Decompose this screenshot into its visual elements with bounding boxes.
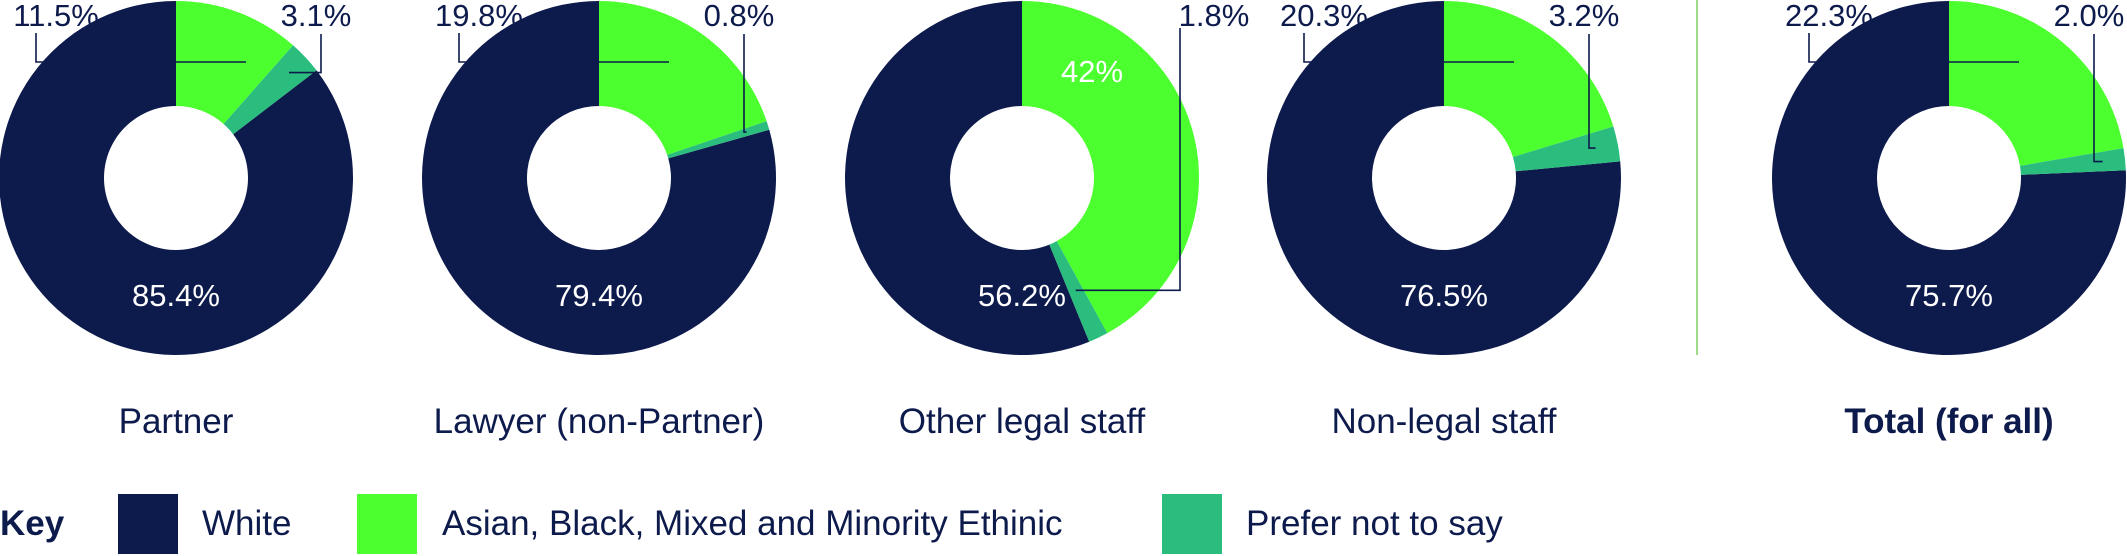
slice-minority-other-legal (1022, 1, 1199, 334)
label-white-total: 75.7% (1905, 278, 1993, 313)
slice-minority-total (1949, 1, 2124, 166)
leader-minority-partner (35, 33, 246, 63)
category-label-partner: Partner (119, 402, 234, 441)
legend-swatch-minority (357, 494, 417, 554)
leader-minority-lawyer (458, 33, 669, 63)
slice-white-total (1772, 1, 2126, 356)
label-prefer-not-total: 2.0% (2054, 0, 2125, 33)
label-white-non-legal: 76.5% (1400, 278, 1488, 313)
legend-title: Key (0, 504, 65, 543)
leader-prefer-not-total (2093, 34, 2103, 163)
label-minority-non-legal: 20.3% (1280, 0, 1368, 33)
category-label-lawyer: Lawyer (non-Partner) (434, 402, 765, 441)
leader-prefer-not-other-legal (1075, 28, 1181, 292)
donut-charts: 85.4% 11.5% 3.1% Partner 79.4% 19.8% 0.8% Lawye… (0, 0, 2126, 441)
donut-other-legal: 56.2% 42% 1.8% Other legal staff (845, 0, 1249, 441)
slice-white-non-legal (1267, 1, 1621, 355)
category-label-other-legal: Other legal staff (899, 402, 1146, 441)
legend-label-white: White (202, 504, 291, 543)
legend-label-minority: Asian, Black, Mixed and Minority Ethinic (442, 504, 1063, 543)
leader-prefer-not-partner (288, 34, 322, 74)
slice-minority-non-legal (1444, 1, 1614, 158)
label-prefer-not-partner: 3.1% (281, 0, 352, 33)
legend-swatch-white (118, 494, 178, 554)
legend: Key White Asian, Black, Mixed and Minority… (0, 494, 1503, 554)
label-minority-partner: 11.5% (13, 0, 99, 33)
legend-label-prefer-not: Prefer not to say (1246, 504, 1503, 543)
donut-total: 75.7% 22.3% 2.0% Total (for all) (1772, 0, 2126, 441)
slice-prefer-not-other-legal (1049, 241, 1108, 342)
label-white-other-legal: 56.2% (978, 278, 1066, 313)
slice-white-partner (0, 1, 353, 355)
label-white-lawyer: 79.4% (555, 278, 643, 313)
label-minority-total: 22.3% (1785, 0, 1873, 33)
leader-minority-non-legal (1303, 33, 1514, 63)
slice-prefer-not-non-legal (1512, 126, 1621, 172)
label-prefer-not-lawyer: 0.8% (704, 0, 775, 33)
legend-swatch-prefer-not (1162, 494, 1222, 554)
label-prefer-not-non-legal: 3.2% (1549, 0, 1620, 33)
category-label-total: Total (for all) (1844, 402, 2053, 441)
donut-lawyer: 79.4% 19.8% 0.8% Lawyer (non-Partner) (421, 0, 776, 441)
donut-partner: 85.4% 11.5% 3.1% Partner (0, 0, 353, 441)
label-white-partner: 85.4% (132, 278, 220, 313)
donut-non-legal: 76.5% 20.3% 3.2% Non-legal staff (1267, 0, 1621, 441)
label-minority-other-legal: 42% (1061, 54, 1123, 89)
slice-white-lawyer (421, 1, 776, 355)
category-label-non-legal: Non-legal staff (1331, 402, 1556, 441)
slice-minority-lawyer (599, 1, 767, 155)
leader-minority-total (1808, 33, 2019, 63)
slice-prefer-not-partner (223, 45, 317, 135)
slice-white-other-legal (845, 1, 1090, 355)
label-prefer-not-other-legal: 1.8% (1179, 0, 1250, 33)
leader-prefer-not-non-legal (1588, 34, 1596, 149)
slice-prefer-not-total (2019, 148, 2126, 175)
leader-prefer-not-lawyer (743, 34, 747, 133)
label-minority-lawyer: 19.8% (435, 0, 523, 33)
